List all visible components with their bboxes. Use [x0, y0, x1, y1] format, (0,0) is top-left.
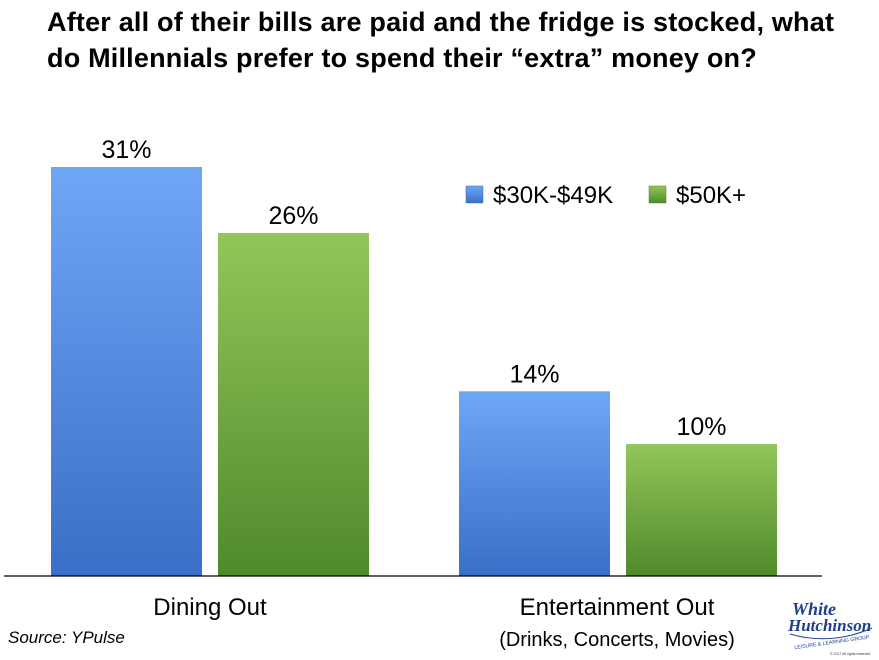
data-label: 26%	[268, 202, 318, 230]
data-label: 31%	[101, 136, 151, 164]
bar-dining-out-series-1	[51, 167, 202, 576]
legend-swatch	[465, 185, 484, 204]
legend: $30K-$49K $50K+	[465, 182, 746, 209]
data-label: 14%	[509, 360, 559, 388]
x-tick-label: Dining Out	[153, 594, 267, 621]
bar-entertainment-out-series-2	[626, 444, 777, 576]
legend-label: $30K-$49K	[493, 182, 613, 209]
bar-dining-out-series-2	[218, 232, 369, 576]
logo-copyright: © 2017 All rights reserved	[830, 652, 870, 656]
chart-title: After all of their bills are paid and th…	[47, 7, 835, 73]
logo-word-hutchinson: Hutchinson	[787, 616, 871, 635]
x-tick-labels: Dining Out Entertainment Out (Drinks, Conc…	[153, 594, 735, 651]
bar-entertainment-out-series-1	[459, 391, 610, 576]
source-note: Source: YPulse	[8, 628, 125, 647]
logo-swoosh	[789, 627, 873, 640]
legend-swatch	[648, 185, 667, 204]
legend-label: $50K+	[676, 182, 746, 209]
x-tick-label: Entertainment Out	[520, 594, 715, 621]
data-label: 10%	[676, 413, 726, 441]
logo-word-white: White	[792, 599, 836, 619]
bars-group: 31% 26% 14% 10%	[51, 136, 777, 576]
white-hutchinson-logo: White Hutchinson LEISURE & LEARNING GROU…	[787, 599, 873, 656]
x-tick-sublabel: (Drinks, Concerts, Movies)	[499, 629, 735, 651]
